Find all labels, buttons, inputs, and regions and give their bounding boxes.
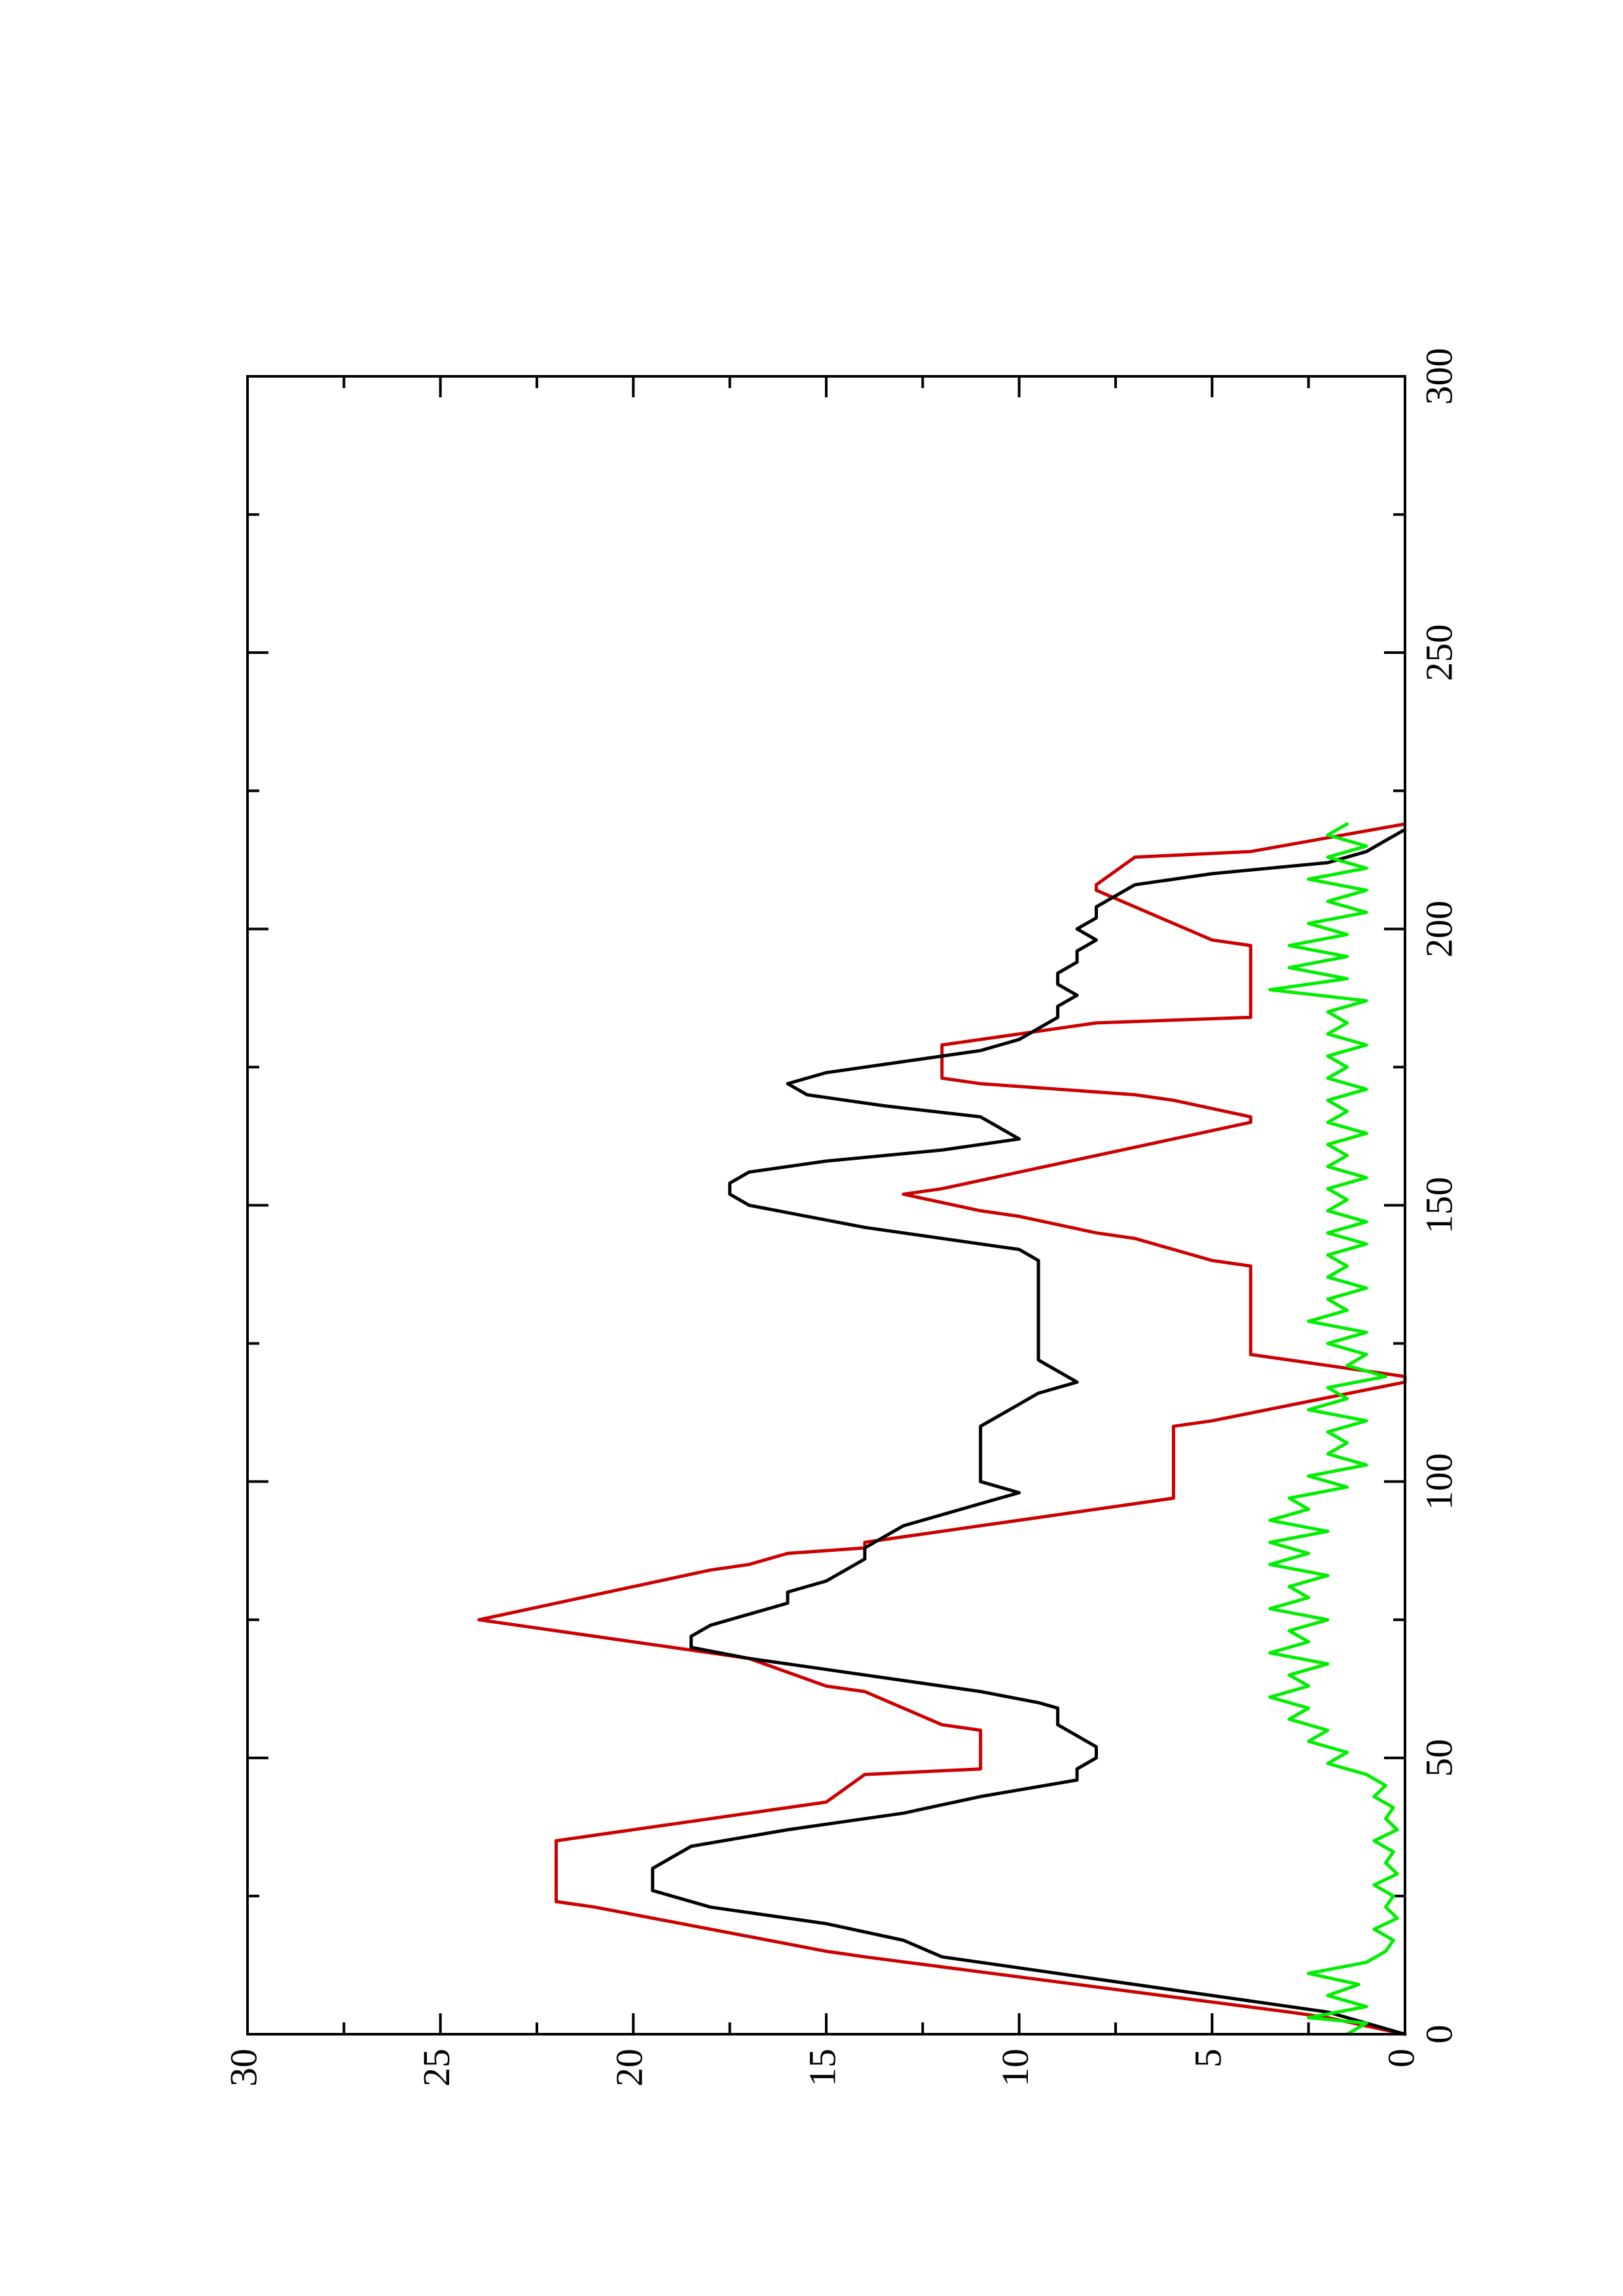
y-tick-label: 15	[801, 2049, 843, 2087]
series-layer	[477, 822, 1407, 2036]
y-tick-label: 20	[608, 2049, 651, 2087]
y-tick-label: 10	[994, 2049, 1036, 2087]
x-tick-label: 300	[1417, 348, 1460, 405]
series-line-2	[651, 827, 1407, 2036]
tick-labels-layer: 0 50 100 150 200 250 300 0 5 10 15 20 25 30	[222, 348, 1460, 2087]
y-tick-label: 0	[1379, 2049, 1422, 2068]
x-tick-label: 150	[1417, 1177, 1460, 1234]
x-tick-label: 200	[1417, 901, 1460, 958]
y-tick-label: 5	[1187, 2049, 1230, 2068]
y-tick-label: 25	[415, 2049, 458, 2087]
ticks-layer	[246, 375, 1406, 2036]
x-tick-label: 250	[1417, 624, 1460, 681]
series-line-1	[477, 822, 1407, 2036]
plot-frame	[246, 375, 1406, 2036]
y-tick-label: 30	[222, 2049, 264, 2087]
x-tick-label: 100	[1417, 1453, 1460, 1510]
series-line-3	[1268, 822, 1399, 2036]
x-tick-label: 0	[1417, 2025, 1460, 2044]
x-tick-label: 50	[1417, 1739, 1460, 1777]
